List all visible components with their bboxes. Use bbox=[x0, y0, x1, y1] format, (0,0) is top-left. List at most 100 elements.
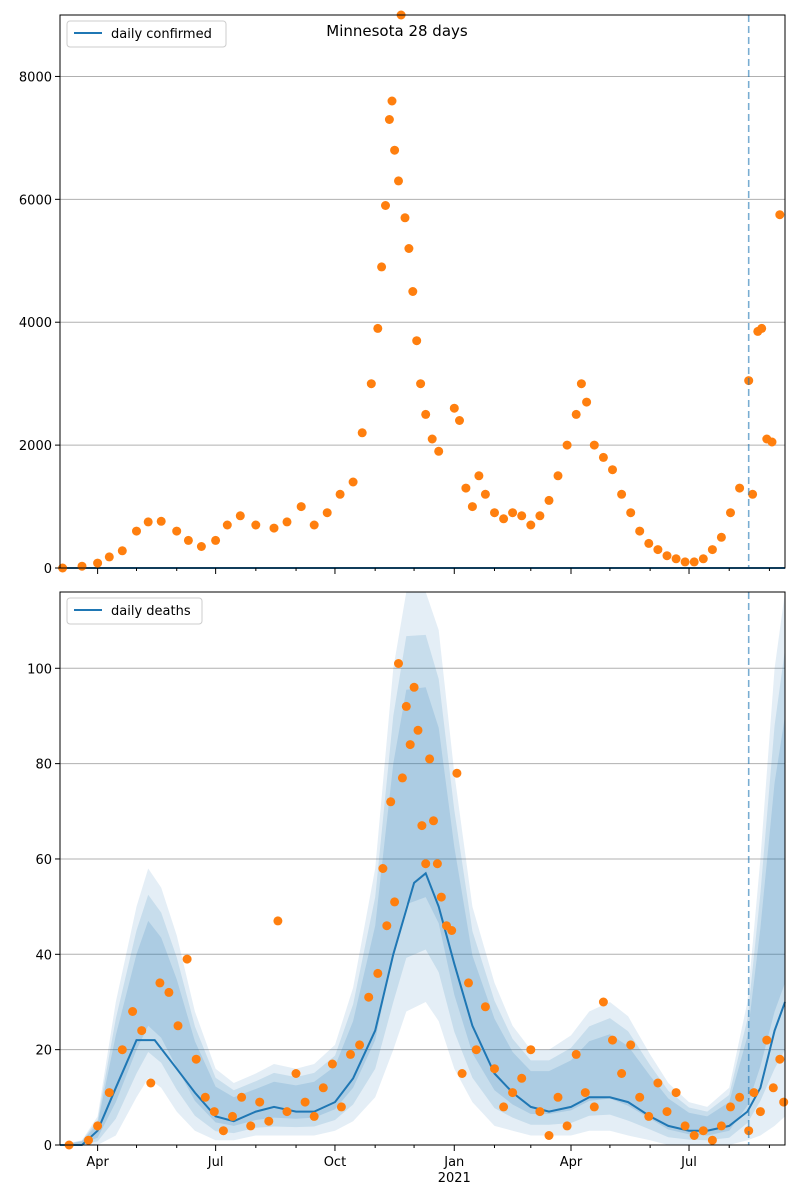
deaths-point bbox=[644, 1111, 654, 1121]
confirmed-point bbox=[775, 210, 785, 220]
deaths-point bbox=[373, 968, 383, 978]
confirmed-point bbox=[757, 323, 767, 333]
confirmed-point bbox=[132, 526, 141, 536]
deaths-point bbox=[413, 725, 423, 735]
deaths-point bbox=[401, 701, 411, 711]
deaths-point bbox=[173, 1021, 183, 1031]
deaths-x-tick-label: Jul bbox=[680, 1155, 697, 1170]
deaths-point bbox=[490, 1064, 499, 1074]
deaths-point bbox=[508, 1088, 518, 1098]
deaths-point bbox=[382, 921, 392, 931]
deaths-y-ticks: 0 20 40 60 80 100 bbox=[27, 662, 60, 1154]
deaths-point bbox=[409, 682, 419, 692]
deaths-point bbox=[447, 926, 457, 935]
confirmed-point bbox=[735, 483, 745, 493]
deaths-point bbox=[155, 978, 165, 988]
confirmed-legend: daily confirmed bbox=[66, 20, 227, 48]
deaths-point bbox=[775, 1054, 785, 1064]
confirmed-point bbox=[726, 508, 735, 518]
confirmed-point bbox=[553, 471, 563, 481]
deaths-point bbox=[386, 797, 396, 807]
confirmed-point bbox=[373, 323, 383, 333]
deaths-point bbox=[517, 1073, 527, 1083]
confirmed-point bbox=[582, 397, 592, 407]
deaths-band-layer bbox=[60, 687, 785, 1145]
deaths-series-line bbox=[60, 871, 786, 1146]
deaths-point bbox=[735, 1092, 745, 1102]
confirmed-point bbox=[412, 336, 422, 346]
confirmed-point bbox=[117, 546, 127, 556]
confirmed-point bbox=[427, 434, 437, 444]
deaths-point bbox=[417, 821, 427, 831]
confirmed-point bbox=[767, 437, 777, 447]
deaths-point bbox=[200, 1092, 210, 1102]
deaths-point bbox=[327, 1059, 337, 1069]
deaths-band bbox=[60, 592, 785, 1145]
deaths-x-tick-label: Oct bbox=[324, 1155, 346, 1170]
confirmed-point bbox=[322, 508, 332, 518]
deaths-y-tick-label: 60 bbox=[35, 853, 52, 868]
confirmed-point bbox=[626, 508, 636, 518]
confirmed-point bbox=[416, 379, 426, 389]
confirmed-point bbox=[434, 446, 444, 456]
deaths-point bbox=[544, 1131, 554, 1140]
confirmed-point bbox=[309, 520, 319, 530]
deaths-point bbox=[93, 1121, 103, 1131]
deaths-point bbox=[191, 1054, 201, 1064]
confirmed-point bbox=[104, 552, 114, 562]
deaths-point bbox=[768, 1083, 778, 1093]
deaths-point bbox=[218, 1126, 228, 1136]
deaths-point bbox=[698, 1126, 708, 1136]
confirmed-x-ticks bbox=[97, 568, 770, 574]
deaths-y-tick-label: 0 bbox=[44, 1139, 52, 1154]
confirmed-point bbox=[608, 465, 617, 475]
confirmed-point bbox=[282, 517, 292, 527]
confirmed-point bbox=[251, 520, 261, 530]
deaths-point bbox=[499, 1102, 509, 1112]
deaths-point bbox=[104, 1088, 114, 1098]
confirmed-point bbox=[211, 535, 221, 545]
deaths-point bbox=[635, 1092, 645, 1102]
deaths-point bbox=[246, 1121, 256, 1131]
deaths-point bbox=[707, 1135, 717, 1145]
deaths-x-ticks: Apr Jul Oct Jan Apr Jul bbox=[86, 1145, 770, 1170]
confirmed-point bbox=[348, 477, 358, 487]
confirmed-point bbox=[77, 561, 87, 571]
confirmed-y-tick-label: 0 bbox=[44, 562, 52, 577]
deaths-point bbox=[228, 1111, 237, 1121]
deaths-point bbox=[84, 1135, 93, 1145]
confirmed-point bbox=[196, 542, 206, 551]
confirmed-point bbox=[377, 262, 387, 272]
deaths-point bbox=[264, 1116, 274, 1126]
deaths-legend-box bbox=[66, 597, 203, 625]
confirmed-point bbox=[707, 545, 717, 555]
confirmed-point bbox=[269, 523, 279, 533]
confirmed-point bbox=[222, 520, 232, 530]
confirmed-point bbox=[526, 520, 536, 530]
confirmed-point bbox=[499, 514, 509, 524]
deaths-point bbox=[749, 1088, 759, 1098]
deaths-point bbox=[535, 1107, 545, 1117]
deaths-point bbox=[146, 1078, 156, 1088]
deaths-legend: daily deaths bbox=[66, 597, 203, 625]
deaths-point bbox=[336, 1102, 346, 1112]
deaths-point bbox=[526, 1045, 536, 1055]
deaths-point bbox=[378, 864, 388, 873]
deaths-point bbox=[421, 859, 431, 869]
confirmed-point bbox=[335, 489, 345, 499]
confirmed-point bbox=[93, 558, 103, 568]
confirmed-point bbox=[366, 379, 376, 389]
deaths-point bbox=[364, 992, 374, 1002]
confirmed-point bbox=[698, 554, 708, 564]
confirmed-points bbox=[58, 10, 785, 573]
chart-title: Minnesota 28 days bbox=[326, 22, 468, 40]
x-year-label: 2021 bbox=[438, 1171, 471, 1186]
confirmed-point bbox=[544, 495, 554, 505]
confirmed-point bbox=[172, 526, 182, 536]
confirmed-point bbox=[404, 244, 414, 253]
deaths-point bbox=[608, 1035, 617, 1045]
deaths-line bbox=[60, 871, 786, 1146]
deaths-point bbox=[355, 1040, 365, 1050]
confirmed-point bbox=[408, 287, 418, 296]
